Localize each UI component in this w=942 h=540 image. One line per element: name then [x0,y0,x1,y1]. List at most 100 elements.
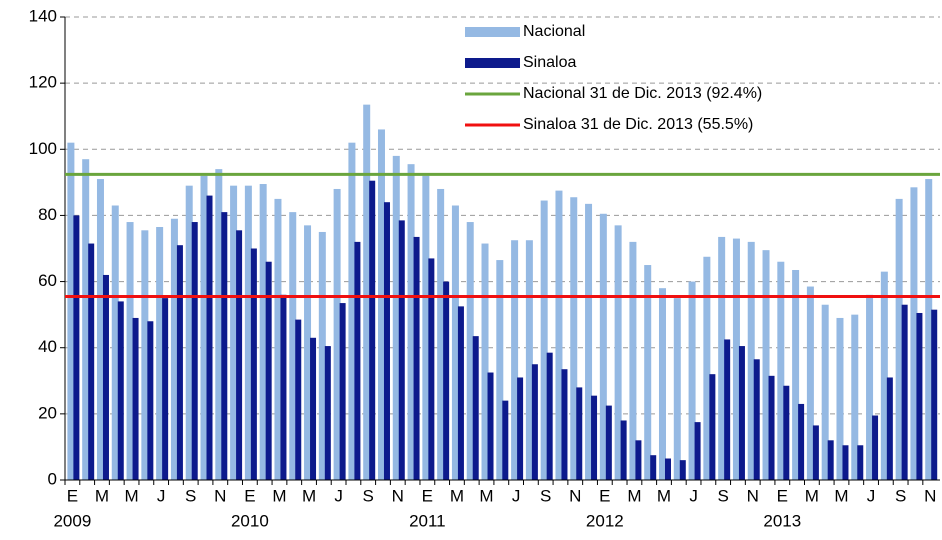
year-label: 2011 [409,511,446,530]
bar [206,195,213,481]
bar [200,175,208,480]
x-tick-label: J [157,486,166,505]
bar [738,346,745,480]
bar [132,317,139,480]
bar [221,212,228,480]
bar [931,309,938,480]
bar [67,142,75,480]
year-label: 2012 [586,511,624,530]
bar [925,179,933,481]
bar [111,205,119,480]
x-tick-label: N [924,486,936,505]
bar [304,225,312,480]
x-tick-label: M [834,486,848,505]
bar [472,336,479,480]
bar [141,230,149,480]
bar [73,215,80,480]
bar [324,346,331,480]
bar [768,375,775,480]
bar [525,240,533,480]
bar [428,258,435,480]
bar [481,243,489,480]
bar [866,294,874,480]
bar [215,169,223,480]
x-tick-label: S [185,486,196,505]
bar [392,155,400,480]
bar [265,261,272,480]
x-tick-label: E [422,486,433,505]
bar [126,222,134,481]
bar [851,314,859,480]
x-tick-label: M [657,486,671,505]
bar [451,205,459,480]
bar [457,306,464,480]
x-tick-label: J [334,486,343,505]
x-tick-label: S [717,486,728,505]
bar [910,187,918,480]
bar [88,243,95,480]
x-tick-label: J [689,486,698,505]
bar [259,184,267,480]
bar [280,294,287,480]
bar [289,212,297,480]
bar [753,359,760,480]
bar [437,188,445,480]
x-tick-label: E [244,486,255,505]
legend-label: Nacional [523,23,585,40]
bar [546,352,553,480]
y-tick-label: 60 [38,271,57,290]
bar [895,198,903,480]
bar [585,203,593,480]
y-tick-label: 0 [48,469,57,488]
bar [398,220,405,480]
x-tick-label: N [214,486,226,505]
x-tick-label: M [627,486,641,505]
bar [318,231,326,480]
x-tick-label: E [599,486,610,505]
bar [407,164,415,481]
x-tick-label: S [363,486,374,505]
bar [605,405,612,480]
bar [369,180,376,481]
x-tick-label: N [747,486,759,505]
bar [443,281,450,480]
bar [517,377,524,480]
bar [339,303,346,480]
bar [244,185,252,480]
bar [102,274,109,480]
bar [502,400,509,480]
x-tick-label: M [272,486,286,505]
bar [806,286,814,480]
x-tick-label: M [95,486,109,505]
bar [718,236,726,480]
legend-label: Nacional 31 de Dic. 2013 (92.4%) [523,85,762,102]
x-tick-label: S [540,486,551,505]
x-tick-label: J [512,486,521,505]
legend-swatch [465,58,520,68]
bar [688,281,696,480]
x-tick-label: N [392,486,404,505]
bar [762,250,770,480]
bar [901,304,908,480]
bar [156,227,164,480]
bar [383,202,390,480]
x-tick-label: M [302,486,316,505]
bar [792,269,800,480]
bar [96,179,104,481]
bar [230,185,238,480]
x-tick-label: J [867,486,876,505]
legend-swatch [465,27,520,37]
x-tick-label: M [805,486,819,505]
bar [880,271,888,480]
x-tick-label: E [777,486,788,505]
bar [191,222,198,481]
bar [703,256,711,480]
bar [709,374,716,480]
year-label: 2013 [763,511,801,530]
year-label: 2010 [231,511,269,530]
bar [694,422,701,480]
x-tick-label: M [450,486,464,505]
bar [679,460,686,480]
bar [185,185,193,480]
